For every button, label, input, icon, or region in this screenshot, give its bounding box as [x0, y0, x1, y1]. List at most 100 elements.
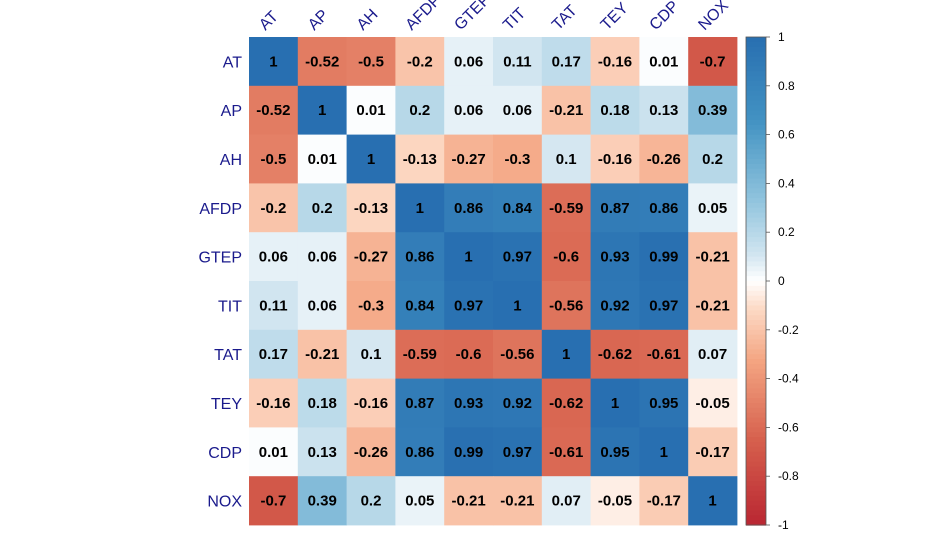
colorbar-segment	[746, 46, 766, 53]
heatmap-cell-cdp-ap	[297, 427, 347, 477]
heatmap-cell-tat-cdp	[639, 329, 689, 379]
colorbar-segment	[746, 100, 766, 106]
colorbar-tick-label: 1	[778, 30, 785, 44]
colorbar-segment	[746, 466, 766, 472]
row-label-ah: AH	[220, 152, 242, 169]
colorbar-segment	[746, 344, 766, 350]
colorbar-segment	[746, 485, 766, 492]
cell-value-ap-gtep: 0.06	[454, 102, 483, 119]
heatmap-cell-nox-afdp	[395, 476, 445, 526]
cell-value-tat-tat: 1	[562, 346, 570, 363]
heatmap-cell-tit-at	[249, 281, 299, 331]
colorbar-segment	[746, 232, 766, 238]
colorbar-segment	[746, 198, 766, 204]
cell-value-tit-gtep: 0.97	[454, 297, 483, 314]
heatmap-cell-afdp-afdp	[395, 183, 445, 233]
heatmap-cell-ap-afdp	[395, 85, 445, 135]
cell-value-tit-ap: 0.06	[308, 297, 337, 314]
cell-value-cdp-gtep: 0.99	[454, 444, 483, 461]
colorbar-segment	[746, 378, 766, 385]
cell-value-ap-afdp: 0.2	[409, 102, 430, 119]
row-labels: AT AP AH AFDP GTEP TIT TAT TEY CDP NOX	[198, 54, 242, 510]
cell-value-nox-at: -0.7	[260, 493, 286, 510]
cell-value-tat-ap: -0.21	[305, 346, 339, 363]
heatmap-cell-afdp-gtep	[444, 183, 494, 233]
heatmap-cell-tat-ap	[297, 329, 347, 379]
colorbar-segment	[746, 349, 766, 355]
colorbar-segment	[746, 251, 766, 258]
cell-value-at-tat: 0.17	[552, 53, 581, 70]
colorbar-segment	[746, 476, 766, 482]
colorbar-segment	[746, 427, 766, 433]
colorbar-segment	[746, 442, 766, 448]
heatmap-cell-ah-afdp	[395, 134, 445, 184]
colorbar-segment	[746, 90, 766, 97]
colorbar-segment	[746, 285, 766, 292]
cell-value-cdp-nox: -0.17	[695, 444, 729, 461]
cell-value-ap-tit: 0.06	[503, 102, 532, 119]
cell-value-tat-tit: -0.56	[500, 346, 534, 363]
heatmap-cell-nox-ap	[297, 476, 347, 526]
heatmap-cell-ah-ap	[297, 134, 347, 184]
cell-value-nox-gtep: -0.21	[451, 493, 485, 510]
row-label-afdp: AFDP	[199, 201, 242, 218]
heatmap-cell-nox-cdp	[639, 476, 689, 526]
colorbar-segment	[746, 261, 766, 267]
colorbar-segment	[746, 339, 766, 346]
colorbar-segment	[746, 500, 766, 507]
heatmap-cell-afdp-tey	[590, 183, 640, 233]
cell-value-cdp-tat: -0.61	[549, 444, 583, 461]
heatmap-cell-tey-afdp	[395, 378, 445, 428]
cell-value-afdp-tey: 0.87	[600, 200, 629, 217]
heatmap-cells: 1 -0.52 -0.5 -0.2 0.06 0.11 0.17 -0.16 0.01 -0.7-…	[249, 37, 738, 526]
colorbar-segment	[746, 173, 766, 180]
heatmap-cell-tat-at	[249, 329, 299, 379]
colorbar-segment	[746, 446, 766, 453]
heatmap-cell-nox-gtep	[444, 476, 494, 526]
cell-value-ah-nox: 0.2	[702, 151, 723, 168]
colorbar-tick-label: 0.6	[778, 128, 795, 142]
colorbar-segment	[746, 66, 766, 72]
heatmap-cell-ap-tey	[590, 85, 640, 135]
heatmap-cell-cdp-afdp	[395, 427, 445, 477]
colorbar-segment	[746, 300, 766, 306]
cell-value-afdp-tat: -0.59	[549, 200, 583, 217]
colorbar-segment	[746, 456, 766, 463]
row-label-tat: TAT	[214, 347, 242, 364]
colorbar-segment	[746, 403, 766, 409]
colorbar-segment	[746, 490, 766, 497]
cell-value-afdp-ah: -0.13	[354, 200, 388, 217]
colorbar-segment	[746, 124, 766, 131]
column-label-afdp: AFDP	[403, 0, 445, 34]
heatmap-cell-cdp-at	[249, 427, 299, 477]
cell-value-cdp-ap: 0.13	[308, 444, 337, 461]
colorbar-segment	[746, 61, 766, 67]
cell-value-at-ah: -0.5	[358, 53, 384, 70]
heatmap-cell-at-nox	[688, 37, 738, 87]
colorbar-segment	[746, 295, 766, 302]
colorbar-tick-label: -0.4	[778, 372, 799, 386]
heatmap-cell-tat-gtep	[444, 329, 494, 379]
cell-value-gtep-at: 0.06	[259, 249, 288, 266]
colorbar-segment	[746, 212, 766, 219]
cell-value-gtep-cdp: 0.99	[649, 249, 678, 266]
colorbar-segment	[746, 505, 766, 511]
colorbar-segment	[746, 105, 766, 111]
heatmap-cell-gtep-tit	[493, 232, 543, 282]
colorbar-segment	[746, 222, 766, 228]
cell-value-ap-ap: 1	[318, 102, 326, 119]
heatmap-cell-cdp-ah	[346, 427, 396, 477]
cell-value-afdp-afdp: 1	[416, 200, 424, 217]
heatmap-cell-at-gtep	[444, 37, 494, 87]
heatmap-cell-ap-at	[249, 85, 299, 135]
colorbar-segment	[746, 193, 766, 199]
colorbar-segment	[746, 188, 766, 194]
colorbar-segment	[746, 149, 766, 155]
heatmap-cell-at-ah	[346, 37, 396, 87]
heatmap-cell-tey-tat	[541, 378, 591, 428]
colorbar-tick-label: -0.8	[778, 469, 799, 483]
cell-value-tey-cdp: 0.95	[649, 395, 678, 412]
heatmap-cell-cdp-cdp	[639, 427, 689, 477]
heatmap-cell-tit-tit	[493, 281, 543, 331]
heatmap-cell-ap-gtep	[444, 85, 494, 135]
